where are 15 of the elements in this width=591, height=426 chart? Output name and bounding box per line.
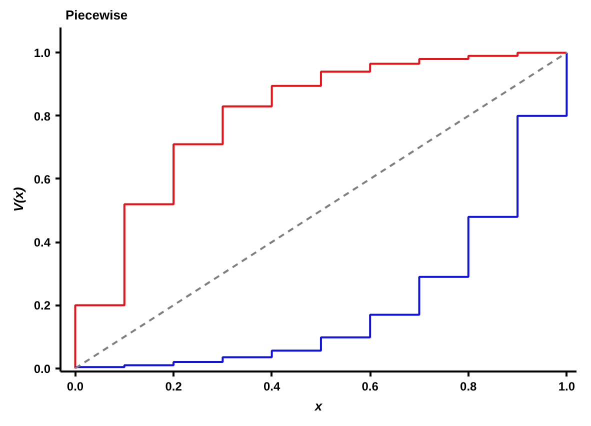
- y-tick-label: 1.0: [34, 46, 51, 60]
- x-axis-title: x: [314, 398, 323, 414]
- x-tick-label: 0.0: [66, 380, 84, 394]
- y-tick-label: 0.2: [34, 298, 51, 313]
- y-tick-label: 0.6: [34, 172, 51, 186]
- y-tick-label: 0.4: [34, 236, 51, 250]
- y-tick-label: 0.8: [34, 109, 51, 124]
- y-axis-title: V(x): [10, 187, 26, 212]
- x-tick-label: 0.8: [460, 380, 478, 394]
- chart-title: Piecewise: [66, 8, 128, 22]
- x-tick-label: 0.4: [263, 380, 280, 394]
- x-tick-label: 0.2: [165, 380, 182, 394]
- x-tick-label: 1.0: [558, 380, 576, 394]
- y-tick-label: 0.0: [34, 362, 51, 376]
- x-tick-label: 0.6: [362, 380, 379, 394]
